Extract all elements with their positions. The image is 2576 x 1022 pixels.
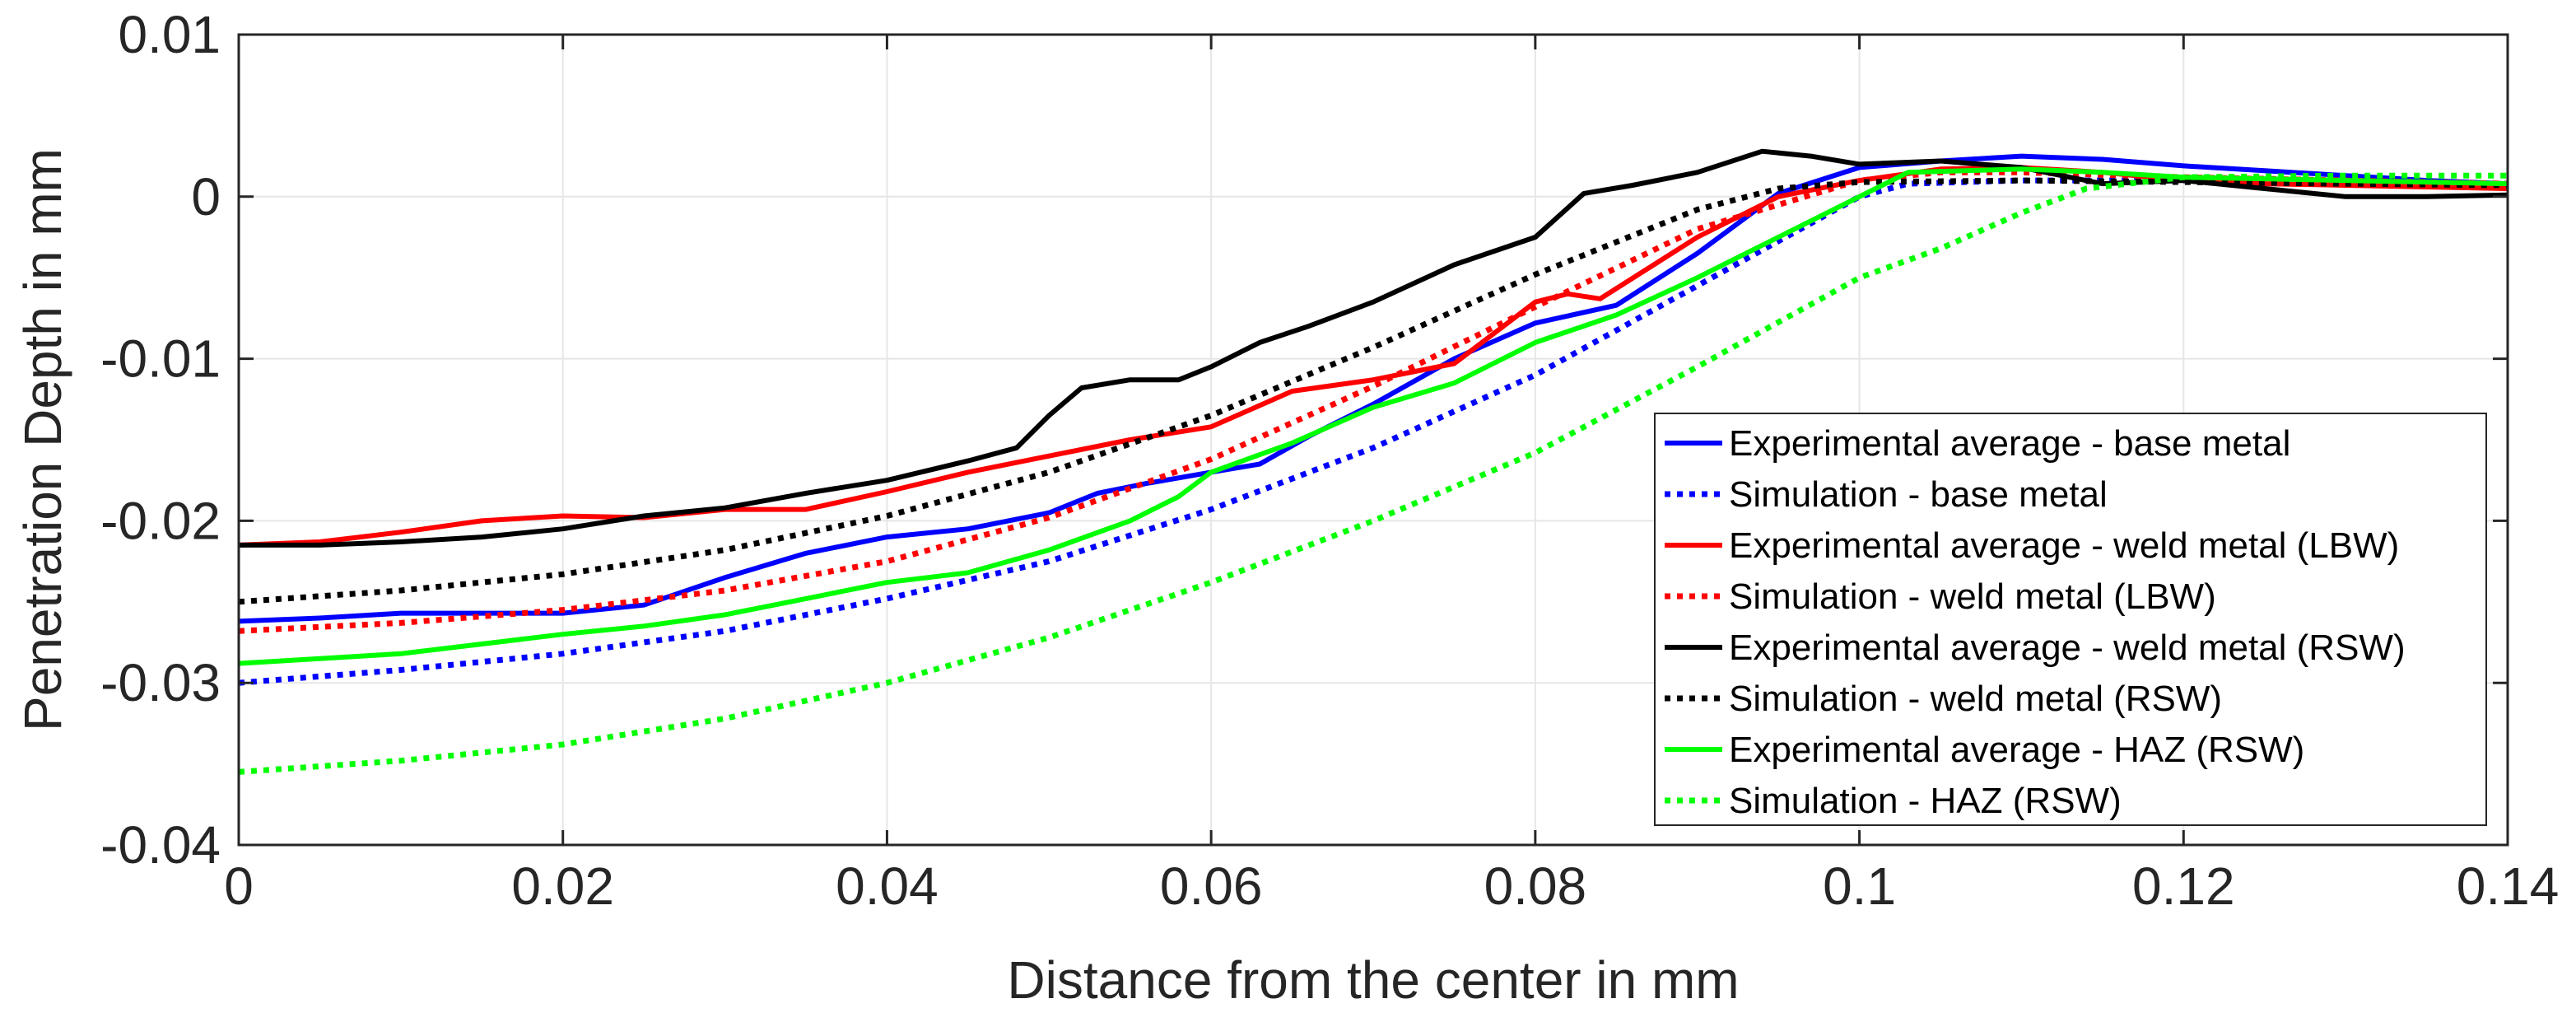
y-axis-title: Penetration Depth in mm <box>13 148 72 731</box>
y-tick-label: -0.03 <box>100 653 221 712</box>
x-tick-label: 0.08 <box>1484 856 1587 916</box>
x-tick-label: 0 <box>224 856 254 916</box>
x-axis-title: Distance from the center in mm <box>1007 950 1739 1010</box>
legend-label-2: Simulation - base metal <box>1729 474 2108 515</box>
x-tick-label: 0.1 <box>1823 856 1896 916</box>
x-tick-label: 0.04 <box>836 856 939 916</box>
legend-label-8: Simulation - HAZ (RSW) <box>1729 781 2122 821</box>
legend-label-1: Experimental average - base metal <box>1729 423 2290 464</box>
series-line-6 <box>238 177 2508 605</box>
y-tick-label: -0.04 <box>100 815 221 875</box>
series-line-8 <box>238 172 2508 775</box>
y-tick-label: 0 <box>191 167 221 226</box>
x-tick-label: 0.12 <box>2132 856 2235 916</box>
series-line-5 <box>239 148 2508 548</box>
legend-label-6: Simulation - weld metal (RSW) <box>1729 679 2222 719</box>
legend-label-5: Experimental average - weld metal (RSW) <box>1729 628 2406 668</box>
series-lines <box>238 148 2508 775</box>
y-tick-label: 0.01 <box>118 5 221 64</box>
legend: Experimental average - base metal Simulat… <box>1654 413 2487 826</box>
plot-frame <box>237 33 2509 847</box>
y-tick-label: -0.02 <box>100 491 221 550</box>
legend-label-7: Experimental average - HAZ (RSW) <box>1729 730 2304 770</box>
y-tick-label: -0.01 <box>100 329 221 389</box>
legend-label-4: Simulation - weld metal (LBW) <box>1729 576 2216 617</box>
axis-ticks: 0 0.02 0.04 0.06 0.08 0.1 0.12 0.14 0.01 0 -0.01 -0… <box>100 5 2559 916</box>
x-tick-label: 0.02 <box>511 856 614 916</box>
series-line-7 <box>238 166 2508 666</box>
legend-label-3: Experimental average - weld metal (LBW) <box>1729 525 2399 566</box>
x-tick-label: 0.06 <box>1160 856 1263 916</box>
x-tick-label: 0.14 <box>2457 856 2560 916</box>
legend-box <box>1654 413 2487 826</box>
